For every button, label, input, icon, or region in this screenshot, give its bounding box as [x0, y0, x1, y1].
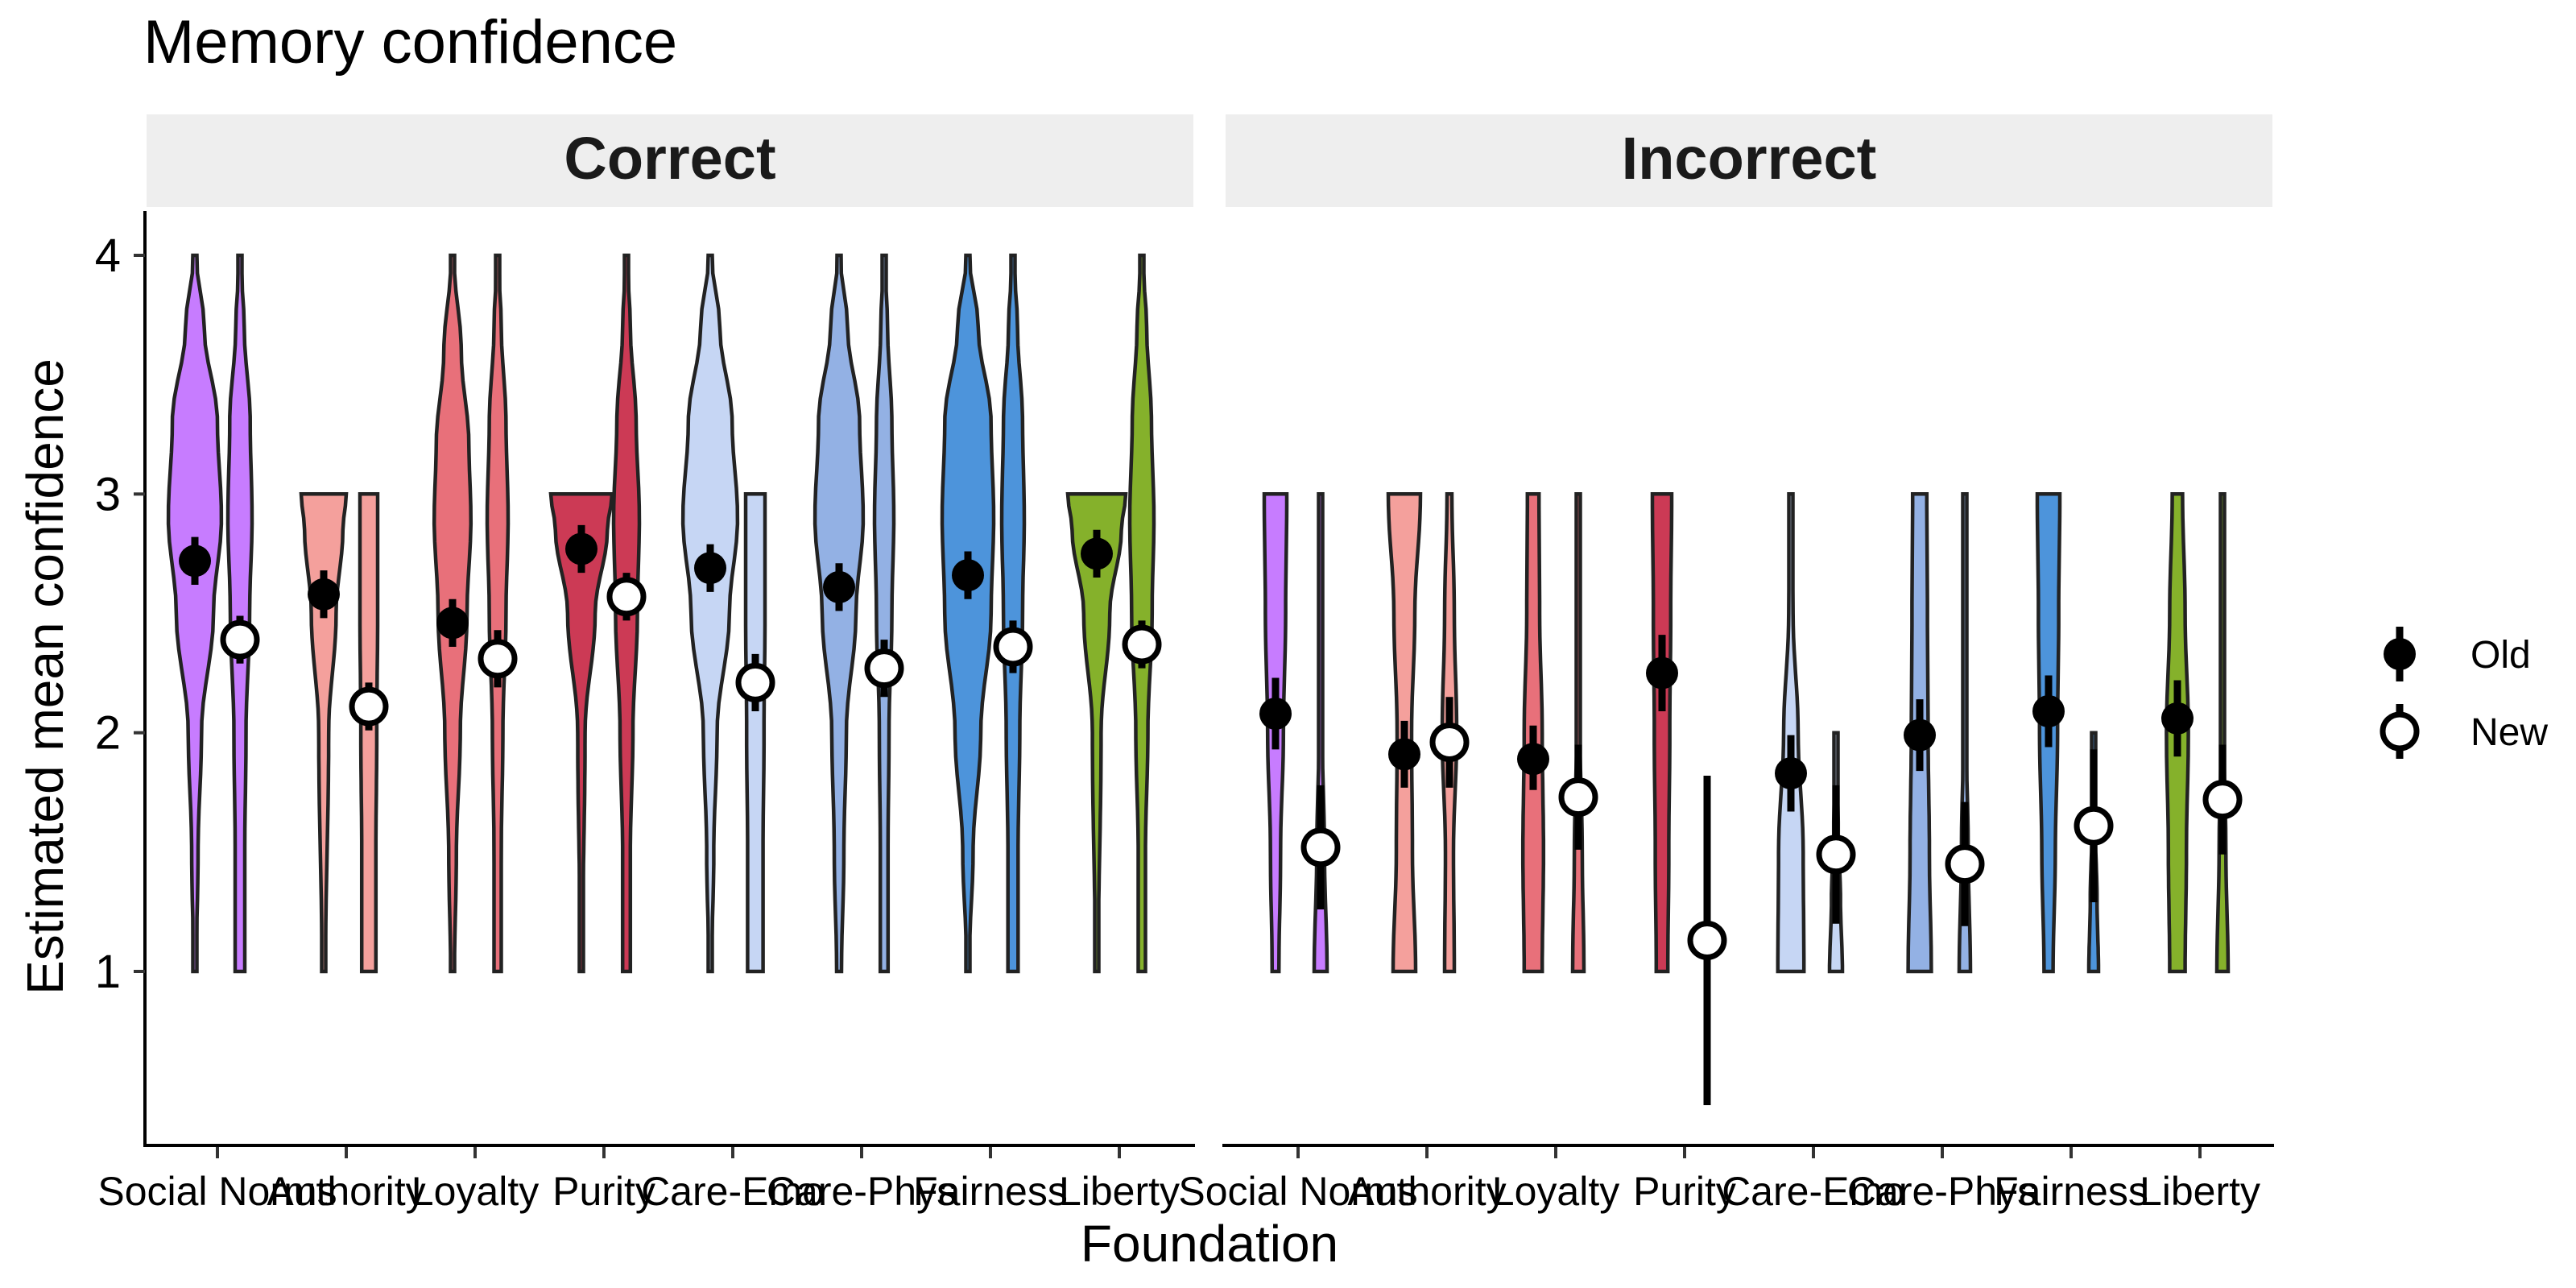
violin-correct-social-norms-new — [228, 255, 252, 971]
point-incorrect-care-emo-new — [1819, 838, 1853, 872]
point-incorrect-loyalty-new — [1561, 781, 1595, 814]
legend-label-old: Old — [2471, 634, 2531, 677]
x-tick-label-correct-authority: Authority — [267, 1169, 425, 1214]
legend-label-new: New — [2471, 711, 2548, 754]
violins-correct — [168, 255, 1154, 971]
violin-incorrect-care-emo-old — [1778, 494, 1804, 971]
point-correct-loyalty-new — [481, 642, 515, 676]
x-tick-label-incorrect-authority: Authority — [1347, 1169, 1506, 1214]
point-incorrect-social-norms-new — [1304, 830, 1338, 864]
x-tick-label-incorrect-fairness: Fairness — [1994, 1169, 2148, 1214]
point-incorrect-loyalty-old — [1517, 743, 1549, 775]
point-correct-authority-new — [352, 690, 386, 723]
point-correct-liberty-old — [1081, 537, 1113, 569]
violin-correct-loyalty-new — [487, 255, 508, 971]
violin-incorrect-purity-old — [1652, 494, 1672, 971]
point-incorrect-care-phys-old — [1904, 719, 1936, 752]
x-tick-label-correct-purity: Purity — [552, 1169, 655, 1214]
violin-incorrect-loyalty-new — [1573, 494, 1584, 971]
point-correct-loyalty-old — [436, 607, 469, 639]
y-axis: 1 2 3 4 — [95, 211, 145, 1147]
legend-key-point-old — [2384, 638, 2416, 670]
legend-key-point-new — [2383, 714, 2417, 748]
y-axis-title: Estimated mean confidence — [16, 358, 74, 995]
point-correct-social-norms-new — [223, 623, 257, 656]
violin-correct-fairness-new — [1002, 255, 1024, 971]
point-correct-care-phys-new — [867, 652, 901, 685]
y-tick-label-1: 1 — [95, 946, 121, 998]
point-correct-care-phys-old — [823, 571, 855, 603]
point-incorrect-care-phys-new — [1948, 847, 1982, 881]
x-tick-label-correct-fairness: Fairness — [913, 1169, 1068, 1214]
point-incorrect-fairness-old — [2032, 695, 2065, 727]
point-incorrect-purity-old — [1646, 657, 1678, 690]
point-incorrect-authority-new — [1433, 726, 1466, 760]
panel-strip-label-correct: Correct — [564, 125, 775, 192]
violin-correct-care-phys-new — [875, 255, 894, 971]
y-tick-label-4: 4 — [95, 230, 121, 282]
violin-correct-care-phys-old — [815, 255, 863, 971]
point-incorrect-authority-old — [1388, 738, 1420, 770]
point-incorrect-social-norms-old — [1259, 698, 1292, 730]
y-tick-label-2: 2 — [95, 707, 121, 760]
violin-correct-care-emo-new — [746, 494, 765, 971]
point-incorrect-liberty-new — [2206, 783, 2239, 817]
point-correct-care-emo-old — [694, 552, 726, 584]
point-correct-purity-old — [565, 532, 597, 565]
violin-correct-liberty-new — [1130, 255, 1154, 971]
violin-incorrect-liberty-new — [2217, 494, 2228, 971]
violin-correct-authority-old — [301, 494, 346, 971]
panel-strip-label-incorrect: Incorrect — [1622, 125, 1877, 192]
point-correct-fairness-old — [952, 559, 984, 591]
point-correct-social-norms-old — [179, 545, 211, 577]
x-tick-label-incorrect-liberty: Liberty — [2140, 1169, 2260, 1214]
x-tick-label-correct-liberty: Liberty — [1059, 1169, 1180, 1214]
chart-title: Memory confidence — [143, 8, 677, 77]
legend: Old New — [2383, 627, 2548, 759]
violin-correct-fairness-old — [942, 255, 994, 971]
x-tick-label-incorrect-loyalty: Loyalty — [1492, 1169, 1619, 1214]
violin-correct-care-emo-old — [683, 255, 738, 971]
point-incorrect-care-emo-old — [1775, 757, 1807, 789]
violin-correct-authority-new — [360, 494, 378, 971]
point-incorrect-purity-new — [1690, 923, 1724, 957]
point-correct-purity-new — [610, 580, 643, 614]
violin-correct-social-norms-old — [168, 255, 221, 971]
violins-incorrect — [1264, 494, 2228, 971]
x-tick-label-correct-loyalty: Loyalty — [411, 1169, 539, 1214]
point-correct-liberty-new — [1125, 627, 1159, 661]
y-tick-label-3: 3 — [95, 468, 121, 520]
point-incorrect-fairness-new — [2077, 809, 2111, 843]
point-correct-care-emo-new — [738, 665, 772, 699]
point-incorrect-liberty-old — [2161, 702, 2194, 735]
point-correct-authority-old — [308, 578, 340, 611]
x-tick-label-incorrect-purity: Purity — [1633, 1169, 1736, 1214]
x-axis-title: Foundation — [1081, 1215, 1338, 1273]
point-correct-fairness-new — [996, 630, 1030, 664]
